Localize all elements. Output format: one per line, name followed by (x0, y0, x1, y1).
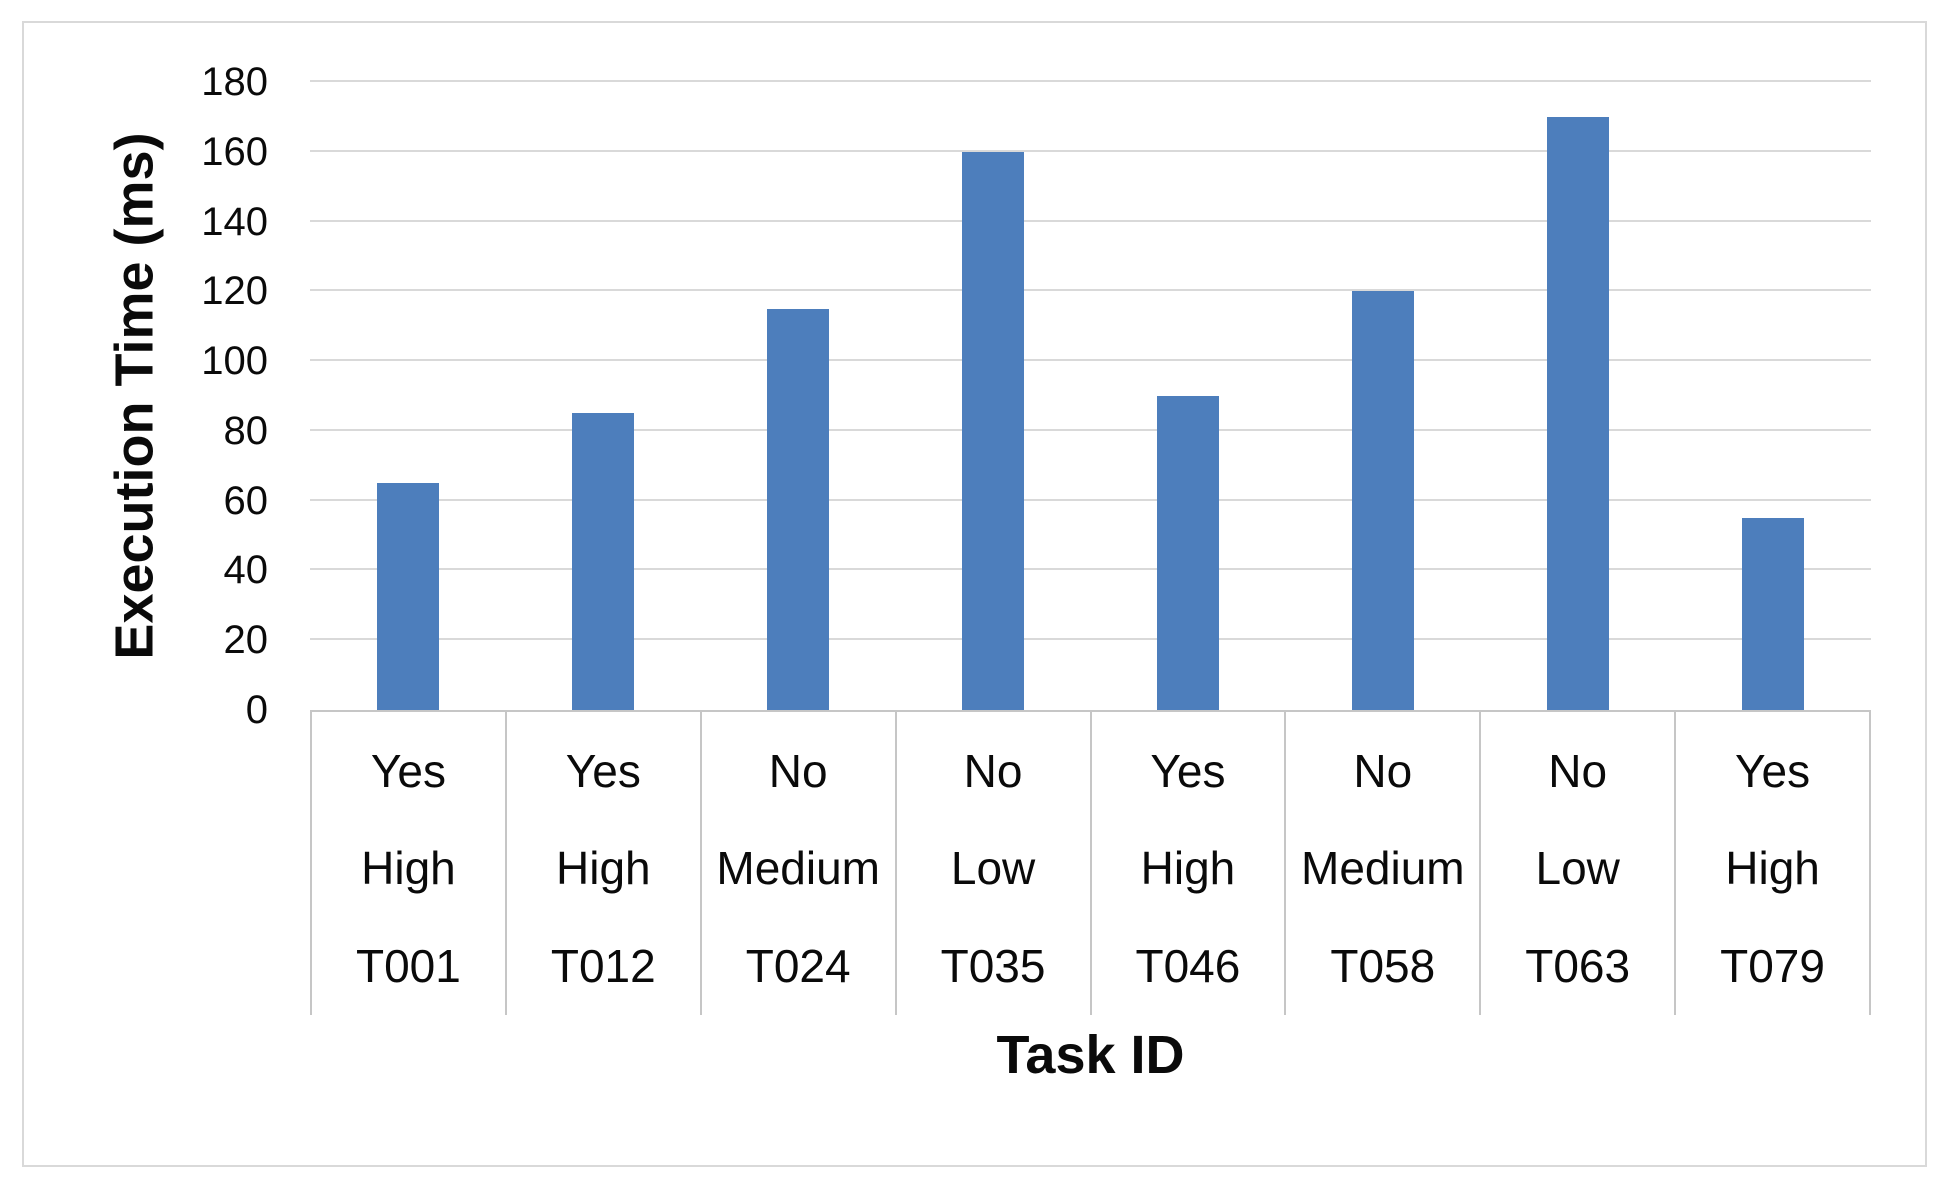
bar (571, 413, 634, 710)
category-label: High (1140, 842, 1236, 895)
bar (1742, 518, 1805, 710)
category-label: T046 (1135, 940, 1241, 993)
x-axis-category-table: Yes High T001 Yes High T012 No Medium T024 No Low T… (310, 710, 1871, 1015)
gridline (310, 638, 1871, 641)
gridline (310, 428, 1871, 431)
category-label: Medium (1301, 842, 1465, 895)
bar-column (1286, 82, 1481, 710)
category-cell: No Medium T058 (1284, 712, 1479, 1015)
gridline (310, 289, 1871, 292)
x-axis-title-text: Task ID (996, 1025, 1185, 1085)
gridline (310, 219, 1871, 222)
gridline (310, 359, 1871, 362)
category-label: Low (950, 842, 1036, 895)
bars (310, 82, 1871, 710)
bar-column (1091, 82, 1286, 710)
bar-column (700, 82, 895, 710)
gridline (310, 149, 1871, 152)
category-cell: No Low T035 (894, 712, 1090, 1015)
category-label: Low (1535, 842, 1620, 895)
category-cell: Yes High T012 (504, 712, 700, 1015)
category-label: T079 (1720, 940, 1825, 993)
category-label: T058 (1330, 940, 1436, 993)
figure-border (22, 21, 1927, 1167)
gridline (310, 498, 1871, 501)
category-label: Yes (565, 744, 641, 797)
category-label: Medium (716, 842, 880, 895)
bar (961, 151, 1024, 710)
category-label: Yes (1735, 744, 1811, 797)
bar (1157, 396, 1220, 710)
category-cell: No Medium T024 (699, 712, 895, 1015)
gridline (310, 568, 1871, 571)
gridline (310, 80, 1871, 82)
y-tick-label: 80 (223, 408, 269, 453)
category-cell: Yes High T046 (1089, 712, 1285, 1015)
bar-column (310, 82, 505, 710)
category-cell: Yes High T001 (310, 712, 505, 1015)
y-tick-label: 140 (201, 199, 268, 244)
category-label: No (768, 744, 828, 797)
category-label: T024 (745, 940, 851, 993)
category-label: No (1353, 744, 1413, 797)
bar (1352, 291, 1415, 710)
bar (1547, 116, 1610, 710)
category-label: T063 (1525, 940, 1631, 993)
y-tick-label: 120 (201, 269, 268, 314)
y-tick-label: 180 (201, 60, 268, 104)
category-label: T001 (356, 940, 461, 993)
category-cell: No Low T063 (1479, 712, 1674, 1015)
bar-column (505, 82, 700, 710)
category-label: High (361, 842, 456, 895)
category-label: Yes (1150, 744, 1226, 797)
bar-column (1481, 82, 1676, 710)
bar-column (895, 82, 1090, 710)
category-label: T012 (550, 940, 656, 993)
x-axis-title: Task ID (310, 1028, 1871, 1082)
category-label: No (963, 744, 1023, 797)
bar (376, 483, 439, 710)
y-axis-ticks: 0 20 40 60 80 100 120 140 160 180 (100, 62, 269, 730)
y-tick-label: 60 (223, 478, 269, 523)
plot-area (310, 80, 1871, 710)
y-tick-label: 0 (245, 688, 268, 732)
y-tick-label: 20 (223, 618, 269, 663)
bar (766, 308, 829, 710)
y-tick-label: 100 (201, 339, 268, 384)
category-label: No (1548, 744, 1608, 797)
y-tick-label: 160 (201, 129, 268, 174)
bar-column (1676, 82, 1871, 710)
category-label: T035 (940, 940, 1046, 993)
category-label: High (1725, 842, 1820, 895)
y-tick-label: 40 (223, 548, 269, 593)
category-label: Yes (370, 744, 446, 797)
category-label: High (556, 842, 651, 895)
category-cell: Yes High T079 (1674, 712, 1871, 1015)
